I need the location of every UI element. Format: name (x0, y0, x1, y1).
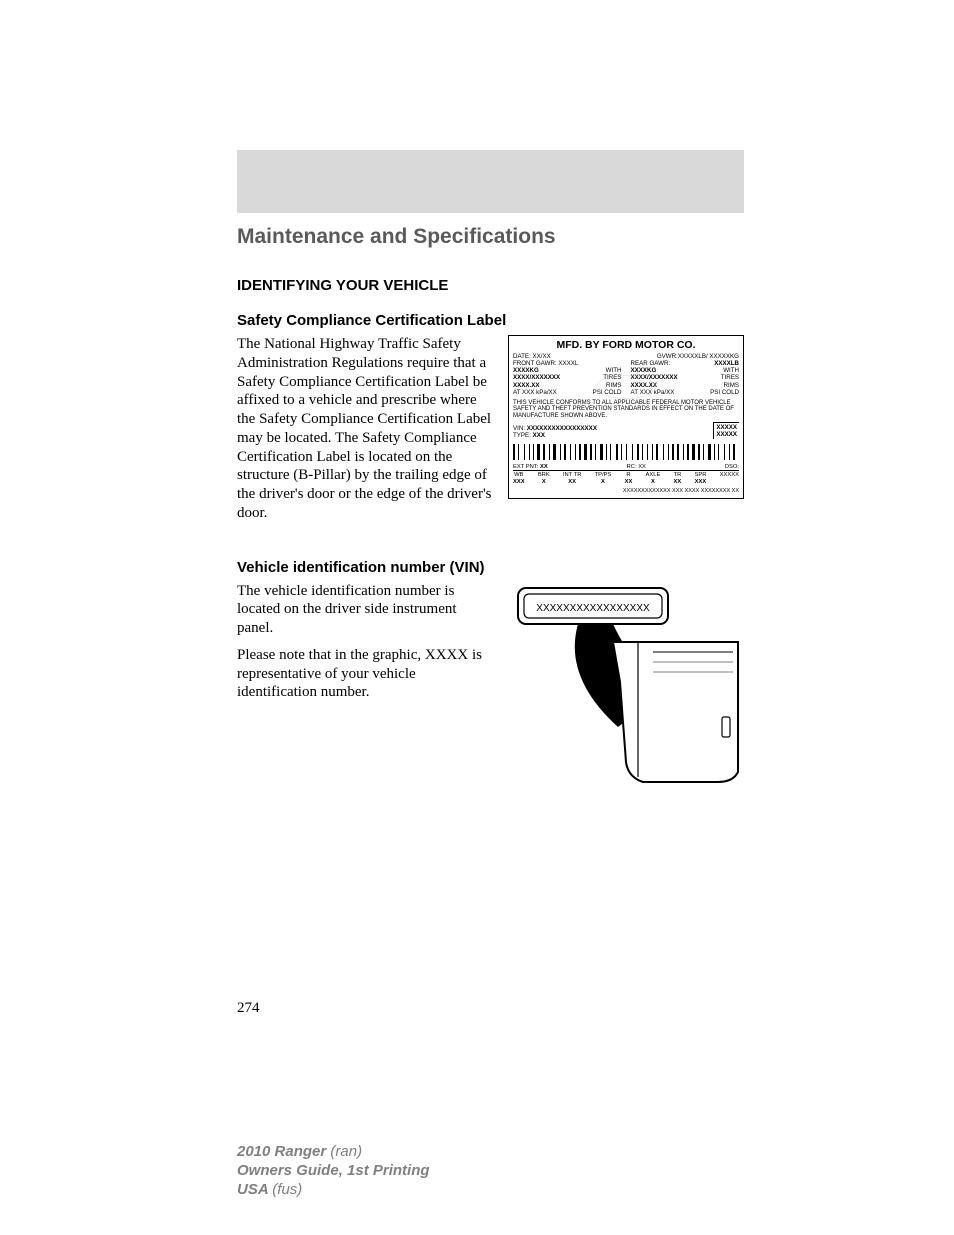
header-gray-block (237, 150, 744, 213)
label-mfd: MFD. BY FORD MOTOR CO. (509, 336, 743, 353)
label-gvwr: GVWR:XXXXXLB/ XXXXXKG (657, 353, 739, 360)
vin-diagram-svg: XXXXXXXXXXXXXXXXX (508, 582, 744, 797)
inttr: INT TR (563, 472, 581, 478)
barcode (513, 444, 739, 460)
label-rear-gawr-val: XXXXLB (714, 360, 739, 367)
vin-plate-text: XXXXXXXXXXXXXXXXX (536, 603, 650, 614)
ext-pnt-v: XX (540, 464, 548, 470)
footer: 2010 Ranger (ran) Owners Guide, 1st Prin… (237, 1143, 430, 1199)
ext-pnt: EXT PNT: (513, 464, 538, 470)
axle: AXLE (646, 472, 661, 478)
brk-v: X (542, 479, 546, 485)
label-type-val: XXX (533, 432, 545, 439)
ford-logo-watermark (596, 375, 656, 399)
label-xxxxx-2: XXXXX (716, 431, 737, 438)
rr-v: XX (625, 479, 633, 485)
spr-v: XXX (695, 479, 707, 485)
wb: WB (514, 472, 523, 478)
spr: SPR (694, 472, 706, 478)
tpps-v: X (601, 479, 605, 485)
axle-v: X (651, 479, 655, 485)
footer-ran: (ran) (330, 1143, 362, 1160)
label-rear-kg: XXXXKG (631, 367, 657, 374)
label-body: DATE: XX/XX GVWR:XXXXXLB/ XXXXXKG FRONT … (509, 353, 743, 498)
inttr-v: XX (568, 479, 576, 485)
subsection-title-2: Vehicle identification number (VIN) (237, 559, 744, 576)
footer-usa: USA (237, 1181, 272, 1198)
label-type-lbl: TYPE: (513, 432, 531, 439)
section2-row: The vehicle identification number is loc… (237, 582, 744, 802)
dso: DSO: (725, 464, 739, 471)
label-rims-lbl-r: RIMS (724, 382, 739, 389)
tr-v: XX (674, 479, 682, 485)
label-rims-l: XXXX.XX (513, 382, 539, 389)
page-number: 274 (237, 1000, 260, 1017)
rr: R (626, 472, 630, 478)
label-with-l: WITH (606, 367, 622, 374)
rc: RC: XX (627, 464, 646, 471)
section2-text: The vehicle identification number is loc… (237, 582, 496, 802)
label-compliance: THIS VEHICLE CONFORMS TO ALL APPLICABLE … (513, 400, 739, 420)
tr: TR (674, 472, 682, 478)
label-psicold-r: PSI COLD (710, 389, 739, 396)
section2-p1: The vehicle identification number is loc… (237, 582, 496, 638)
label-vin-lbl: VIN: (513, 425, 525, 432)
section1-row: The National Highway Traffic Safety Admi… (237, 335, 744, 531)
footer-model: 2010 Ranger (237, 1143, 330, 1160)
section-title: IDENTIFYING YOUR VEHICLE (237, 277, 744, 294)
subsection-title-1: Safety Compliance Certification Label (237, 312, 744, 329)
label-with-r: WITH (723, 367, 739, 374)
label-xxxxx-1: XXXXX (716, 424, 737, 431)
tpps: TP/PS (595, 472, 612, 478)
label-psi-l: AT XXX kPa/XX (513, 389, 557, 396)
page-content: Maintenance and Specifications IDENTIFYI… (237, 225, 744, 830)
section1-body: The National Highway Traffic Safety Admi… (237, 335, 496, 523)
wb-v: XXX (513, 479, 525, 485)
compliance-label-figure: MFD. BY FORD MOTOR CO. DATE: XX/XX GVWR:… (508, 335, 744, 531)
xxxxx3: XXXXX (720, 472, 739, 478)
label-tiny: XXXXXXXXXXXXX XXX XXXX XXXXXXXX XX (513, 488, 739, 494)
section2-p2: Please note that in the graphic, XXXX is… (237, 646, 496, 702)
brk: BRK (538, 472, 550, 478)
label-rear-gawr: REAR GAWR: (631, 360, 671, 367)
label-vin-val: XXXXXXXXXXXXXXXXX (527, 425, 597, 432)
label-date: DATE: XX/XX (513, 353, 551, 360)
compliance-label: MFD. BY FORD MOTOR CO. DATE: XX/XX GVWR:… (508, 335, 744, 499)
label-front-kg: XXXXKG (513, 367, 539, 374)
section1-text: The National Highway Traffic Safety Admi… (237, 335, 496, 531)
label-front-gawr: FRONT GAWR: XXXXL (513, 360, 621, 367)
vin-figure: XXXXXXXXXXXXXXXXX (508, 582, 744, 802)
label-tires-l: XXXX/XXXXXXX (513, 374, 560, 381)
label-tires-lbl-r: TIRES (721, 374, 739, 381)
chapter-title: Maintenance and Specifications (237, 225, 744, 249)
footer-fus: (fus) (272, 1181, 302, 1198)
footer-guide: Owners Guide, 1st Printing (237, 1162, 430, 1181)
